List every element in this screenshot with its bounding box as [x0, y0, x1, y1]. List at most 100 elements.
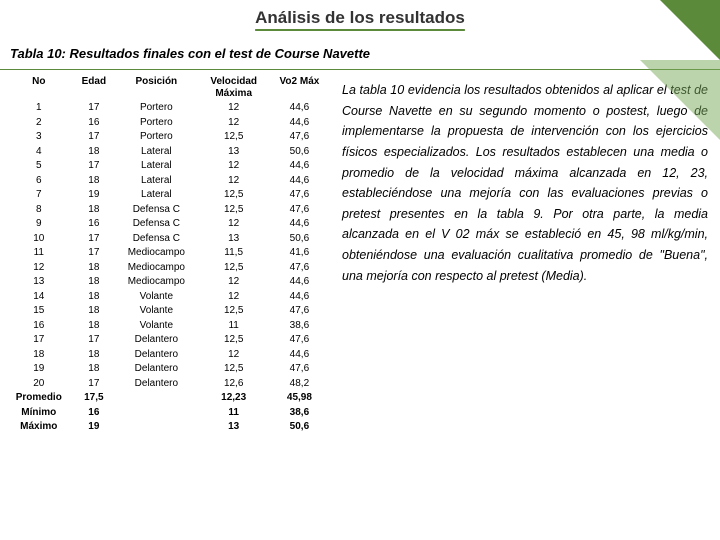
table-row: 117Portero1244,6 [4, 101, 330, 116]
table-cell: 5 [4, 159, 74, 174]
table-cell: 11,5 [199, 246, 269, 261]
table-cell: Lateral [114, 159, 198, 174]
results-table: NoEdadPosiciónVelocidadMáximaVo2 Máx 117… [4, 74, 330, 435]
table-row: 1918Delantero12,547,6 [4, 362, 330, 377]
table-row: 216Portero1244,6 [4, 116, 330, 131]
table-cell: 17 [74, 101, 115, 116]
table-cell: 17,5 [74, 391, 115, 406]
column-header: No [4, 74, 74, 101]
table-cell: 12 [199, 275, 269, 290]
table-cell: 12 [199, 116, 269, 131]
table-cell: 12 [199, 174, 269, 189]
table-row: 1017Defensa C1350,6 [4, 232, 330, 247]
table-cell: 14 [4, 290, 74, 305]
table-cell: 47,6 [269, 130, 330, 145]
table-cell: 2 [4, 116, 74, 131]
table-cell: 13 [199, 420, 269, 435]
table-cell: 47,6 [269, 261, 330, 276]
table-cell: 11 [199, 319, 269, 334]
table-cell: 17 [74, 159, 115, 174]
table-cell: 13 [199, 145, 269, 160]
table-cell: 17 [74, 377, 115, 392]
table-row: 317Portero12,547,6 [4, 130, 330, 145]
table-row: 719Lateral12,547,6 [4, 188, 330, 203]
table-cell: 44,6 [269, 348, 330, 363]
summary-row: Máximo19 1350,6 [4, 420, 330, 435]
table-cell: Mínimo [4, 406, 74, 421]
table-cell: 44,6 [269, 290, 330, 305]
table-cell: 12,5 [199, 203, 269, 218]
table-cell: 10 [4, 232, 74, 247]
table-cell: Delantero [114, 377, 198, 392]
table-caption: Tabla 10: Resultados finales con el test… [0, 44, 720, 70]
table-cell: 50,6 [269, 420, 330, 435]
table-cell: 12,5 [199, 304, 269, 319]
table-cell [114, 420, 198, 435]
table-cell: Mediocampo [114, 261, 198, 276]
table-cell: 47,6 [269, 188, 330, 203]
content-area: NoEdadPosiciónVelocidadMáximaVo2 Máx 117… [0, 70, 720, 435]
table-cell: 18 [74, 203, 115, 218]
column-header: Vo2 Máx [269, 74, 330, 101]
table-container: NoEdadPosiciónVelocidadMáximaVo2 Máx 117… [0, 74, 330, 435]
table-cell: 8 [4, 203, 74, 218]
table-cell: 11 [199, 406, 269, 421]
table-cell: 47,6 [269, 304, 330, 319]
table-cell: 12 [199, 101, 269, 116]
table-cell: 19 [74, 420, 115, 435]
table-row: 1117Mediocampo11,541,6 [4, 246, 330, 261]
table-cell: 17 [74, 232, 115, 247]
table-row: 618Lateral1244,6 [4, 174, 330, 189]
table-cell: 44,6 [269, 174, 330, 189]
table-cell: 13 [199, 232, 269, 247]
table-cell: 16 [74, 116, 115, 131]
table-cell: Portero [114, 130, 198, 145]
table-cell: Portero [114, 101, 198, 116]
table-cell: Mediocampo [114, 246, 198, 261]
table-cell: 18 [4, 348, 74, 363]
table-cell: 6 [4, 174, 74, 189]
table-cell: 44,6 [269, 159, 330, 174]
table-cell: 18 [74, 145, 115, 160]
table-cell: 12 [4, 261, 74, 276]
table-row: 1518Volante12,547,6 [4, 304, 330, 319]
table-cell: 38,6 [269, 406, 330, 421]
header: Análisis de los resultados [0, 0, 720, 44]
table-cell: 17 [74, 246, 115, 261]
table-cell: 18 [74, 304, 115, 319]
table-cell: 12,23 [199, 391, 269, 406]
table-cell: 44,6 [269, 275, 330, 290]
table-cell: 12,6 [199, 377, 269, 392]
table-cell: Lateral [114, 145, 198, 160]
table-cell: Máximo [4, 420, 74, 435]
table-cell: 18 [74, 261, 115, 276]
table-cell: 16 [4, 319, 74, 334]
table-cell: 20 [4, 377, 74, 392]
table-cell [114, 391, 198, 406]
table-row: 1418Volante1244,6 [4, 290, 330, 305]
table-cell: 38,6 [269, 319, 330, 334]
table-cell: 12 [199, 159, 269, 174]
table-cell: Delantero [114, 362, 198, 377]
table-cell: 7 [4, 188, 74, 203]
table-cell: Mediocampo [114, 275, 198, 290]
column-header: Posición [114, 74, 198, 101]
table-cell: 12,5 [199, 362, 269, 377]
table-cell: 17 [74, 130, 115, 145]
table-cell: 13 [4, 275, 74, 290]
table-row: 818Defensa C12,547,6 [4, 203, 330, 218]
table-cell: Defensa C [114, 203, 198, 218]
page-title: Análisis de los resultados [255, 8, 465, 28]
table-cell: 12 [199, 290, 269, 305]
table-cell: 16 [74, 406, 115, 421]
table-row: 1618Volante1138,6 [4, 319, 330, 334]
table-row: 1218Mediocampo12,547,6 [4, 261, 330, 276]
table-cell: Volante [114, 304, 198, 319]
table-cell: 12 [199, 348, 269, 363]
table-cell: Volante [114, 290, 198, 305]
table-cell: 12 [199, 217, 269, 232]
table-cell: Portero [114, 116, 198, 131]
table-cell: 17 [4, 333, 74, 348]
table-row: 1818Delantero1244,6 [4, 348, 330, 363]
table-cell: 15 [4, 304, 74, 319]
